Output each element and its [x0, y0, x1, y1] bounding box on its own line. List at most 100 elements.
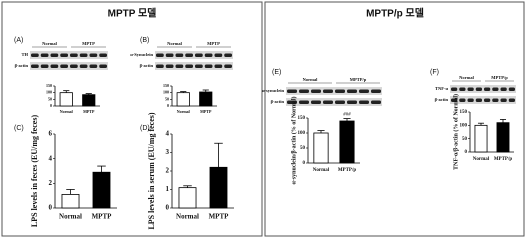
blot-band: [60, 53, 68, 57]
blot-band: [31, 64, 39, 68]
panel-label: (B): [140, 37, 149, 44]
x-tick-label: MPTP: [92, 213, 113, 221]
y-tick-label: 6: [49, 130, 53, 138]
bar: [474, 124, 488, 153]
blot-band: [467, 98, 474, 102]
blot-band: [99, 53, 107, 57]
blot-band: [156, 64, 164, 68]
blot-band: [224, 53, 232, 57]
blot-strip: [286, 98, 382, 106]
blot-row-label: α-Synuclein: [130, 52, 153, 57]
blot-band: [459, 87, 466, 91]
x-tick-label: Normal: [59, 213, 82, 221]
y-tick-label: 50: [300, 146, 306, 151]
blot-column-label: Normal: [42, 41, 57, 46]
blot-strip: [450, 96, 516, 104]
blot-band: [60, 64, 68, 68]
blot-band: [359, 100, 369, 104]
blot-band: [156, 53, 164, 57]
blot-band: [89, 64, 98, 68]
bar: [209, 166, 228, 209]
blot-band: [347, 89, 357, 93]
blot-strip: [286, 87, 382, 95]
y-tick-label: 50: [165, 96, 169, 101]
y-tick-label: 50: [462, 137, 468, 142]
blot-band: [31, 53, 39, 57]
blot-band: [89, 53, 98, 57]
y-tick-label: 4: [49, 154, 53, 162]
blot-strip: [450, 85, 516, 93]
blot-column-label: MPTP: [207, 41, 220, 46]
blot-band: [311, 89, 321, 93]
bar: [61, 194, 80, 209]
significance: ###: [343, 113, 351, 118]
panel-label: (E): [272, 69, 281, 76]
x-tick-label: MPTP: [200, 109, 212, 114]
bar: [178, 187, 197, 209]
blot-band: [492, 98, 499, 102]
blot-band: [79, 53, 88, 57]
y-tick-label: 100: [163, 90, 169, 95]
blot-band: [371, 100, 381, 104]
blot-row-label: TNF-α: [435, 86, 448, 91]
blot-band: [50, 53, 59, 57]
y-tick-label: 3: [166, 148, 170, 156]
blot-band: [287, 89, 297, 93]
y-tick-label: 150: [298, 116, 306, 121]
blot-band: [175, 53, 184, 57]
x-tick-label: MPTP/p: [338, 168, 357, 173]
blot-band: [451, 98, 458, 102]
blot-column-label: MPTP/p: [491, 75, 508, 80]
blot-band: [70, 64, 78, 68]
blot-row-label: α-synuclein: [262, 88, 285, 93]
y-tick-label: 100: [46, 90, 52, 95]
left-frame: [1, 1, 263, 237]
blot-band: [323, 89, 333, 93]
x-tick-label: MPTP: [209, 213, 230, 221]
panel-label: (D): [140, 125, 150, 132]
blot-band: [467, 87, 474, 91]
blot-column-label: Normal: [167, 41, 182, 46]
blot-band: [50, 64, 59, 68]
y-tick-label: 150: [460, 110, 468, 115]
bar: [496, 122, 510, 153]
blot-band: [299, 100, 309, 104]
blot-band: [40, 64, 49, 68]
blot-band: [500, 98, 507, 102]
blot-band: [492, 87, 499, 91]
blot-band: [79, 64, 88, 68]
x-tick-label: MPTP: [83, 109, 95, 114]
bar: [82, 94, 96, 107]
blot-strip: [155, 51, 233, 59]
blot-band: [40, 53, 49, 57]
blot-band: [165, 53, 174, 57]
blot-band: [371, 89, 381, 93]
blot-band: [204, 53, 213, 57]
blot-band: [99, 64, 107, 68]
x-tick-label: MPTP/p: [494, 157, 513, 162]
blot-column-label: Normal: [459, 75, 474, 80]
right-frame: [264, 1, 525, 237]
panel-label: (A): [14, 37, 23, 44]
y-tick-label: 1: [166, 185, 170, 193]
blot-band: [500, 87, 507, 91]
blot-band: [195, 53, 203, 57]
blot-row-label: β-actin: [435, 97, 449, 102]
y-axis-label: TNF-α/β-actin (% of Normal): [452, 94, 459, 170]
y-tick-label: 100: [460, 123, 468, 128]
bar: [339, 120, 355, 164]
blot-band: [175, 64, 184, 68]
y-tick-label: 150: [163, 83, 169, 88]
panel-label: (C): [14, 125, 24, 132]
blot-band: [204, 64, 213, 68]
y-tick-label: 100: [298, 131, 306, 136]
blot-column-label: Normal: [303, 77, 318, 82]
section-title: MPTP 모델: [108, 8, 157, 20]
blot-band: [451, 87, 458, 91]
blot-band: [508, 98, 515, 102]
blot-band: [224, 64, 232, 68]
blot-row-label: β-actin: [15, 63, 29, 68]
bar: [59, 92, 73, 107]
blot-band: [185, 53, 193, 57]
